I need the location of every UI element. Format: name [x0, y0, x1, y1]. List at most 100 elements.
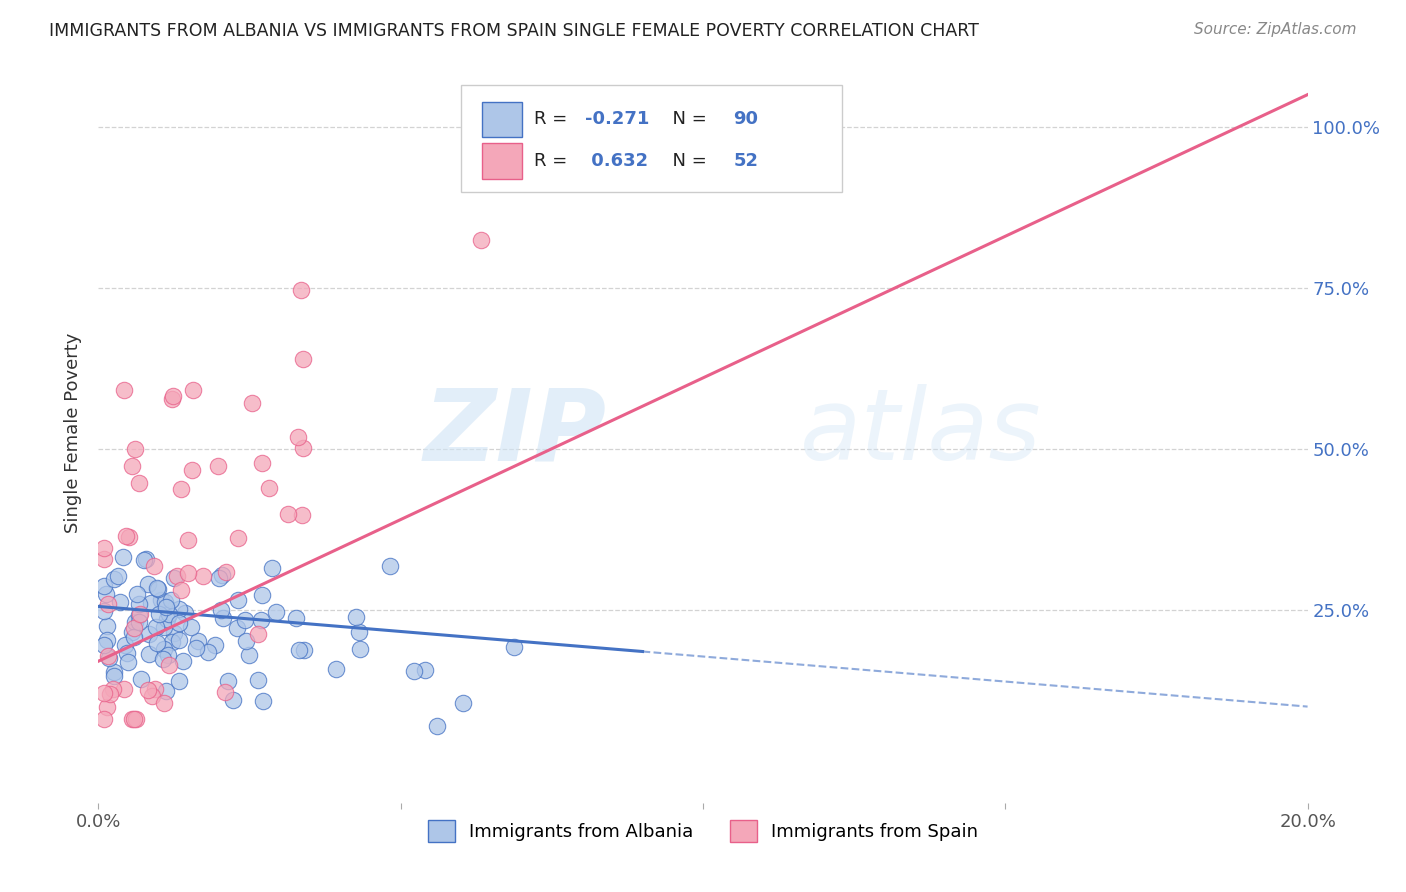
Point — [96, 619, 118, 633]
Point — [156, 648, 179, 663]
Point — [226, 531, 249, 545]
Point — [249, 613, 271, 627]
Point — [136, 577, 159, 591]
Point — [122, 630, 145, 644]
Text: N =: N = — [661, 111, 713, 128]
Point — [103, 665, 125, 680]
Point — [181, 383, 204, 397]
Point — [115, 646, 138, 660]
Point — [292, 351, 315, 366]
Point — [129, 607, 152, 622]
Point — [166, 568, 188, 582]
Text: R =: R = — [534, 152, 572, 169]
Text: R =: R = — [534, 111, 572, 128]
Point — [197, 645, 219, 659]
FancyBboxPatch shape — [482, 143, 522, 178]
Point — [157, 607, 180, 622]
Point — [143, 682, 166, 697]
Point — [426, 719, 449, 733]
Point — [114, 638, 136, 652]
Point — [167, 632, 190, 647]
Point — [138, 627, 160, 641]
Point — [152, 696, 174, 710]
Point — [167, 601, 190, 615]
Point — [125, 712, 148, 726]
Point — [264, 605, 287, 619]
Point — [212, 610, 235, 624]
FancyBboxPatch shape — [482, 102, 522, 137]
Point — [121, 712, 143, 726]
Point — [169, 482, 191, 496]
Point — [127, 587, 149, 601]
Point — [242, 396, 264, 410]
Point — [159, 593, 181, 607]
Point — [211, 568, 233, 582]
Point — [121, 625, 143, 640]
Point — [124, 620, 146, 634]
Point — [252, 694, 274, 708]
FancyBboxPatch shape — [461, 85, 842, 192]
Point — [349, 624, 371, 639]
Text: N =: N = — [661, 152, 713, 169]
Point — [180, 620, 202, 634]
Point — [124, 712, 146, 726]
Point — [214, 565, 236, 579]
Point — [157, 657, 180, 672]
Text: 52: 52 — [734, 152, 758, 169]
Point — [292, 643, 315, 657]
Point — [155, 600, 177, 615]
Point — [101, 682, 124, 697]
Point — [277, 508, 299, 522]
Point — [287, 430, 309, 444]
Point — [235, 613, 257, 627]
Point — [163, 571, 186, 585]
Point — [214, 685, 236, 699]
Point — [160, 635, 183, 649]
Point — [470, 233, 492, 247]
Point — [162, 392, 184, 407]
Point — [112, 681, 135, 696]
Point — [217, 673, 239, 688]
Point — [156, 612, 179, 626]
Point — [502, 640, 524, 655]
Point — [103, 669, 125, 683]
Point — [404, 664, 426, 678]
Point — [290, 283, 312, 297]
Point — [128, 608, 150, 623]
Point — [98, 687, 121, 701]
Point — [96, 633, 118, 648]
Point — [349, 641, 371, 656]
Point — [108, 595, 131, 609]
Point — [117, 655, 139, 669]
Point — [112, 550, 135, 565]
Point — [124, 615, 146, 630]
Point — [97, 651, 120, 665]
Text: atlas: atlas — [800, 384, 1042, 481]
Point — [128, 475, 150, 490]
Point — [187, 634, 209, 648]
Point — [177, 566, 200, 580]
Point — [145, 620, 167, 634]
Point — [250, 456, 273, 470]
Text: IMMIGRANTS FROM ALBANIA VS IMMIGRANTS FROM SPAIN SINGLE FEMALE POVERTY CORRELATI: IMMIGRANTS FROM ALBANIA VS IMMIGRANTS FR… — [49, 22, 979, 40]
Point — [235, 633, 257, 648]
Point — [138, 647, 160, 661]
Text: 90: 90 — [734, 111, 758, 128]
Point — [155, 594, 177, 608]
Point — [378, 559, 401, 574]
Point — [169, 616, 191, 631]
Point — [93, 541, 115, 555]
Point — [155, 684, 177, 698]
Point — [146, 582, 169, 596]
Point — [238, 648, 260, 662]
Point — [181, 463, 204, 477]
Point — [150, 593, 173, 607]
Point — [153, 620, 176, 634]
Text: -0.271: -0.271 — [585, 111, 650, 128]
Point — [124, 442, 146, 456]
Point — [93, 579, 115, 593]
Point — [93, 604, 115, 618]
Point — [225, 621, 247, 635]
Point — [167, 674, 190, 689]
Point — [163, 626, 186, 640]
